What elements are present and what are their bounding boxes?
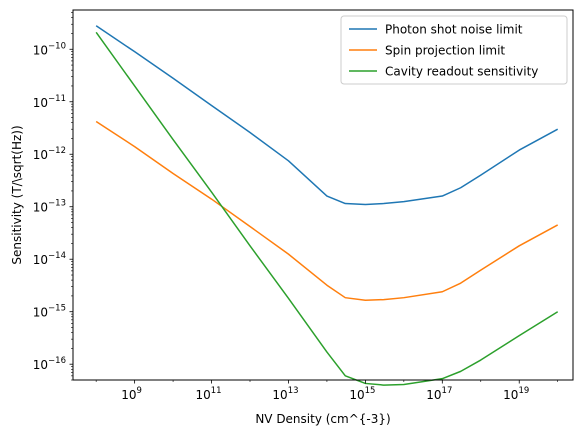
legend-label-2: Spin projection limit xyxy=(385,44,505,58)
legend: Photon shot noise limit Spin projection l… xyxy=(340,15,568,85)
plot-frame xyxy=(72,9,574,381)
y-tick-label: 10−12 xyxy=(33,146,66,162)
y-tick-label: 10−11 xyxy=(33,94,66,110)
y-tick-label: 10−15 xyxy=(33,304,66,320)
x-tick-label: 1015 xyxy=(349,386,375,402)
x-tick-label: 1017 xyxy=(426,386,452,402)
x-axis-label: NV Density (cm^{-3}) xyxy=(255,412,390,426)
legend-label-1: Photon shot noise limit xyxy=(385,23,523,37)
x-tick-label: 1019 xyxy=(503,386,529,402)
y-tick-label: 10−14 xyxy=(33,251,66,267)
axis-ticks: 109 1011 1013 1015 1017 1019 10−16 10−15 10−14 10… xyxy=(33,12,558,402)
series-line-2 xyxy=(95,120,559,302)
x-tick-label: 109 xyxy=(121,386,142,402)
x-tick-label: 1013 xyxy=(272,386,298,402)
y-axis-label: Sensitivity (T/\sqrt(Hz)) xyxy=(10,125,24,264)
series-line-1 xyxy=(95,25,559,206)
x-tick-label: 1011 xyxy=(195,386,221,402)
y-tick-label: 10−10 xyxy=(33,41,66,57)
legend-label-3: Cavity readout sensitivity xyxy=(385,65,538,79)
legend-box xyxy=(340,15,568,85)
y-tick-label: 10−16 xyxy=(33,356,66,372)
y-tick-label: 10−13 xyxy=(33,199,66,215)
